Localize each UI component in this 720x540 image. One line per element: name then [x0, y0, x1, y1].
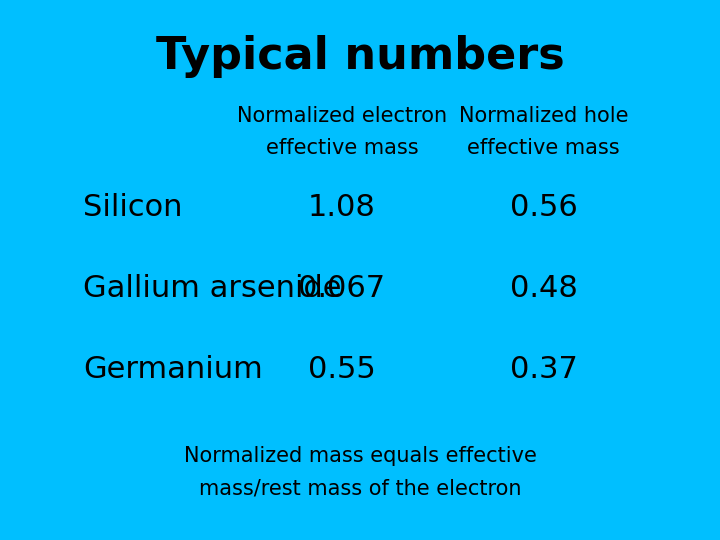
Text: Germanium: Germanium	[83, 355, 263, 384]
Text: Gallium arsenide: Gallium arsenide	[83, 274, 341, 303]
Text: 0.48: 0.48	[510, 274, 577, 303]
Text: Normalized electron: Normalized electron	[237, 106, 447, 126]
Text: 1.08: 1.08	[308, 193, 376, 222]
Text: Typical numbers: Typical numbers	[156, 35, 564, 78]
Text: 0.37: 0.37	[510, 355, 577, 384]
Text: Silicon: Silicon	[83, 193, 182, 222]
Text: 0.55: 0.55	[308, 355, 376, 384]
Text: 0.067: 0.067	[298, 274, 386, 303]
Text: 0.56: 0.56	[510, 193, 577, 222]
Text: mass/rest mass of the electron: mass/rest mass of the electron	[199, 478, 521, 499]
Text: Normalized hole: Normalized hole	[459, 106, 629, 126]
Text: Normalized mass equals effective: Normalized mass equals effective	[184, 446, 536, 467]
Text: effective mass: effective mass	[266, 138, 418, 159]
Text: effective mass: effective mass	[467, 138, 620, 159]
